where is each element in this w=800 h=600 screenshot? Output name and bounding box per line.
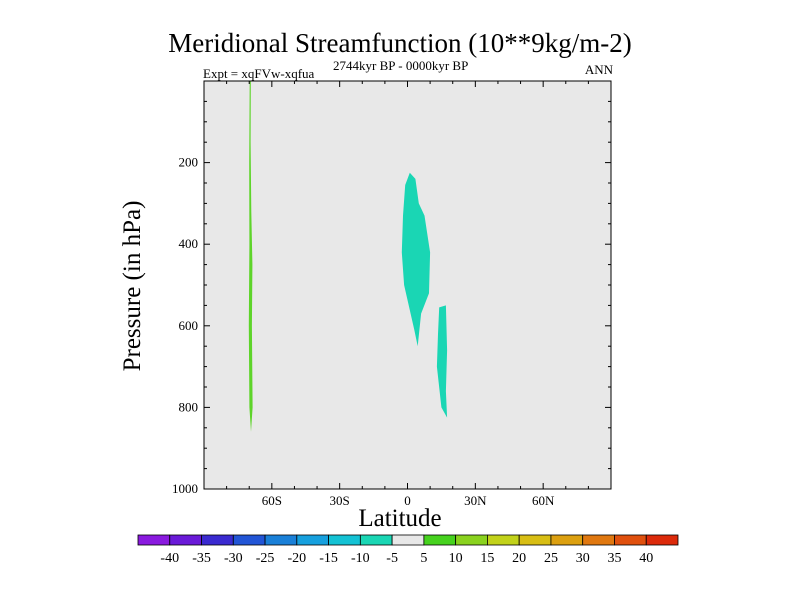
colorbar-swatch bbox=[645, 534, 679, 546]
colorbar-label: 15 bbox=[480, 551, 494, 566]
colorbar-label: -20 bbox=[287, 551, 306, 566]
colorbar-swatch bbox=[582, 534, 615, 546]
y-tick-label: 400 bbox=[179, 236, 199, 251]
colorbar-label: -40 bbox=[160, 551, 179, 566]
colorbar-swatch bbox=[137, 534, 171, 546]
x-tick-label: 0 bbox=[404, 493, 411, 508]
colorbar-label: -15 bbox=[319, 551, 338, 566]
colorbar-label: 20 bbox=[512, 551, 526, 566]
chart-title: Meridional Streamfunction (10**9kg/m-2) bbox=[168, 28, 632, 58]
y-tick-label: 200 bbox=[179, 155, 199, 170]
colorbar-label: -30 bbox=[224, 551, 243, 566]
colorbar-label: -10 bbox=[351, 551, 370, 566]
colorbar-swatch bbox=[614, 534, 647, 546]
colorbar-swatch bbox=[232, 534, 266, 546]
colorbar-label: 35 bbox=[607, 551, 621, 566]
contour-region-southern-high-latitude-positive bbox=[248, 81, 253, 432]
y-tick-label: 600 bbox=[179, 318, 199, 333]
colorbar-label: -5 bbox=[386, 551, 398, 566]
contour-region-equatorial-upper-negative bbox=[401, 172, 431, 347]
colorbar-label: 5 bbox=[420, 551, 427, 566]
colorbar-label: 40 bbox=[639, 551, 653, 566]
colorbar-swatch bbox=[264, 534, 298, 546]
colorbar-swatch bbox=[487, 534, 520, 546]
colorbar-swatch bbox=[391, 534, 425, 546]
colorbar-swatch bbox=[201, 534, 234, 546]
y-tick-label: 800 bbox=[179, 399, 199, 414]
colorbar-swatch bbox=[550, 534, 584, 546]
colorbar-swatch bbox=[518, 534, 552, 546]
colorbar-swatch bbox=[359, 534, 393, 546]
colorbar-label: 10 bbox=[449, 551, 463, 566]
x-tick-label: 30S bbox=[330, 493, 350, 508]
colorbar-swatch bbox=[328, 534, 361, 546]
contour-region-northern-lower-negative bbox=[436, 305, 448, 418]
season-label: ANN bbox=[584, 62, 613, 77]
time-period-label: 2744kyr BP - 0000kyr BP bbox=[333, 58, 469, 73]
colorbar-swatch bbox=[169, 534, 202, 546]
x-tick-label: 60N bbox=[532, 493, 555, 508]
colorbar-label: -25 bbox=[256, 551, 275, 566]
x-tick-label: 30N bbox=[464, 493, 487, 508]
x-tick-label: 60S bbox=[262, 493, 282, 508]
colorbar-swatch bbox=[455, 534, 488, 546]
experiment-label: Expt = xqFVw-xqfua bbox=[203, 66, 315, 81]
y-tick-label: 1000 bbox=[172, 481, 198, 496]
x-axis-label: Latitude bbox=[358, 505, 442, 532]
colorbar-label: -35 bbox=[192, 551, 211, 566]
colorbar-label: 30 bbox=[576, 551, 590, 566]
colorbar-swatch bbox=[296, 534, 329, 546]
colorbar-label: 25 bbox=[544, 551, 558, 566]
colorbar-swatch bbox=[423, 534, 457, 546]
